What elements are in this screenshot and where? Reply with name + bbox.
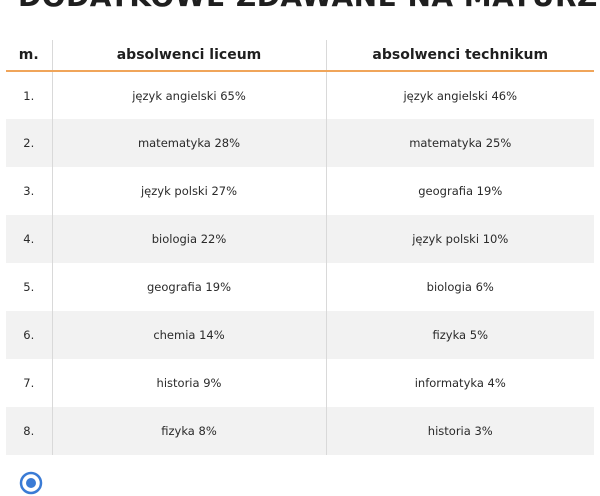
technikum-cell: informatyka 4%	[325, 359, 594, 407]
rank-cell: 7.	[6, 359, 52, 407]
liceum-cell: matematyka 28%	[51, 119, 326, 167]
liceum-cell: język angielski 65%	[51, 71, 326, 119]
technikum-cell: matematyka 25%	[325, 119, 594, 167]
liceum-cell: geografia 19%	[51, 263, 326, 311]
brand-logo-icon	[19, 471, 43, 495]
technikum-cell: historia 3%	[325, 407, 594, 455]
table-row: 3. język polski 27% geografia 19%	[6, 167, 594, 215]
rank-cell: 2.	[6, 119, 52, 167]
technikum-cell: język polski 10%	[325, 215, 594, 263]
liceum-cell: historia 9%	[51, 359, 326, 407]
table-row: 6. chemia 14% fizyka 5%	[6, 311, 594, 359]
table-row: 2. matematyka 28% matematyka 25%	[6, 119, 594, 167]
rank-cell: 5.	[6, 263, 52, 311]
table-header: m. absolwenci liceum absolwenci techniku…	[6, 40, 594, 72]
liceum-cell: biologia 22%	[51, 215, 326, 263]
technikum-cell: język angielski 46%	[325, 71, 594, 119]
table-row: 1. język angielski 65% język angielski 4…	[6, 71, 594, 119]
table-row: 5. geografia 19% biologia 6%	[6, 263, 594, 311]
header-liceum: absolwenci liceum	[51, 40, 326, 72]
rank-cell: 8.	[6, 407, 52, 455]
technikum-cell: biologia 6%	[325, 263, 594, 311]
technikum-cell: fizyka 5%	[325, 311, 594, 359]
header-row: m. absolwenci liceum absolwenci techniku…	[6, 40, 594, 72]
rank-cell: 4.	[6, 215, 52, 263]
liceum-cell: fizyka 8%	[51, 407, 326, 455]
header-rank: m.	[6, 40, 52, 72]
page-title: DODATKOWE ZDAWANE NA MATURZE 2021	[18, 0, 600, 13]
header-technikum: absolwenci technikum	[325, 40, 594, 72]
ranking-table: m. absolwenci liceum absolwenci techniku…	[6, 40, 594, 455]
technikum-cell: geografia 19%	[325, 167, 594, 215]
rank-cell: 3.	[6, 167, 52, 215]
rank-cell: 1.	[6, 71, 52, 119]
liceum-cell: język polski 27%	[51, 167, 326, 215]
title-strip: DODATKOWE ZDAWANE NA MATURZE 2021	[0, 0, 600, 24]
table-row: 7. historia 9% informatyka 4%	[6, 359, 594, 407]
table-row: 4. biologia 22% język polski 10%	[6, 215, 594, 263]
liceum-cell: chemia 14%	[51, 311, 326, 359]
table-row: 8. fizyka 8% historia 3%	[6, 407, 594, 455]
table-body: 1. język angielski 65% język angielski 4…	[6, 71, 594, 455]
rank-cell: 6.	[6, 311, 52, 359]
